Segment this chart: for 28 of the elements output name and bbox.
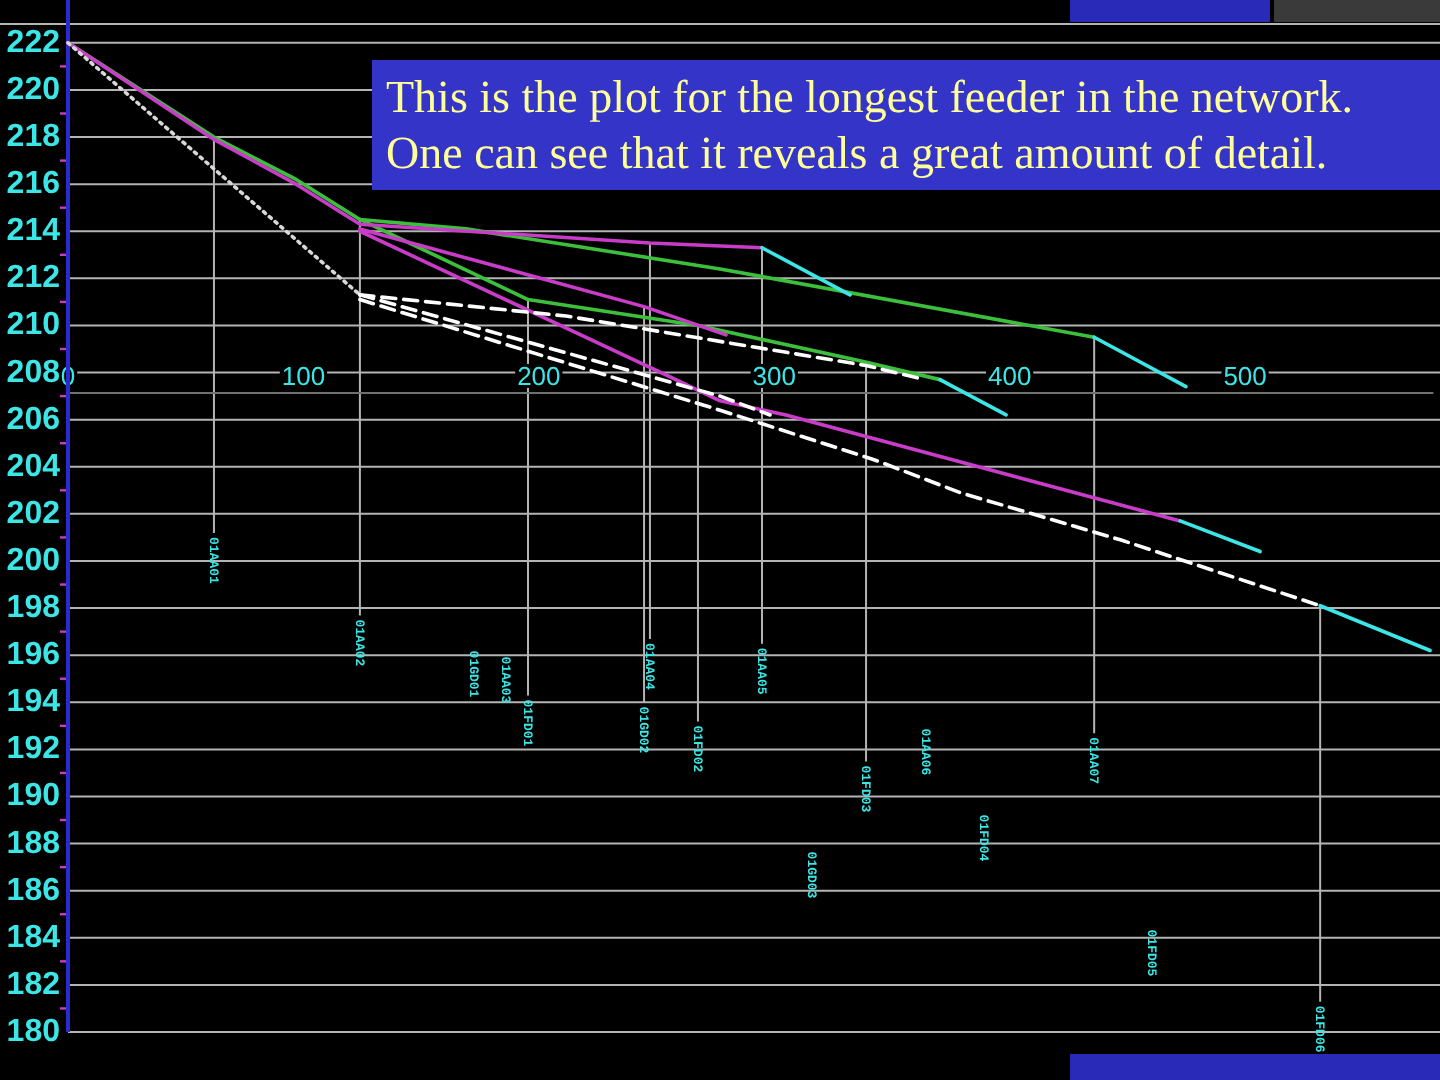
- y-tick-label: 202: [6, 496, 61, 531]
- y-tick-label: 222: [6, 25, 61, 60]
- y-tick-label: 206: [6, 402, 61, 437]
- y-tick-label: 190: [6, 779, 61, 814]
- y-tick-label: 208: [6, 355, 61, 390]
- y-tick-label: 196: [6, 638, 61, 673]
- y-tick-label: 188: [6, 826, 61, 861]
- y-tick-label: 218: [6, 120, 61, 155]
- x-tick-label: 300: [752, 360, 796, 391]
- annotation: This is the plot for the longest feeder in the network. One can see that it reveals a great amount of detail.: [386, 72, 1354, 178]
- y-tick-label: 204: [6, 449, 61, 484]
- x-tick-label: 400: [987, 360, 1032, 391]
- y-tick-label: 192: [6, 732, 61, 767]
- y-tick-label: 186: [6, 873, 61, 908]
- y-tick-label: 212: [6, 261, 61, 296]
- y-tick-label: 182: [6, 967, 61, 1002]
- x-tick-label: 100: [281, 360, 326, 391]
- y-tick-label: 198: [6, 591, 61, 626]
- y-tick-label: 214: [6, 214, 61, 249]
- y-tick-label: 220: [6, 72, 61, 107]
- y-tick-label: 184: [6, 920, 61, 955]
- y-tick-label: 216: [6, 167, 61, 202]
- y-tick-label: 194: [6, 685, 61, 720]
- y-tick-label: 180: [6, 1015, 61, 1049]
- y-tick-label: 210: [6, 308, 61, 343]
- y-tick-label: 200: [6, 543, 61, 578]
- x-tick-label: 500: [1223, 360, 1267, 391]
- x-tick-label: 200: [517, 360, 561, 391]
